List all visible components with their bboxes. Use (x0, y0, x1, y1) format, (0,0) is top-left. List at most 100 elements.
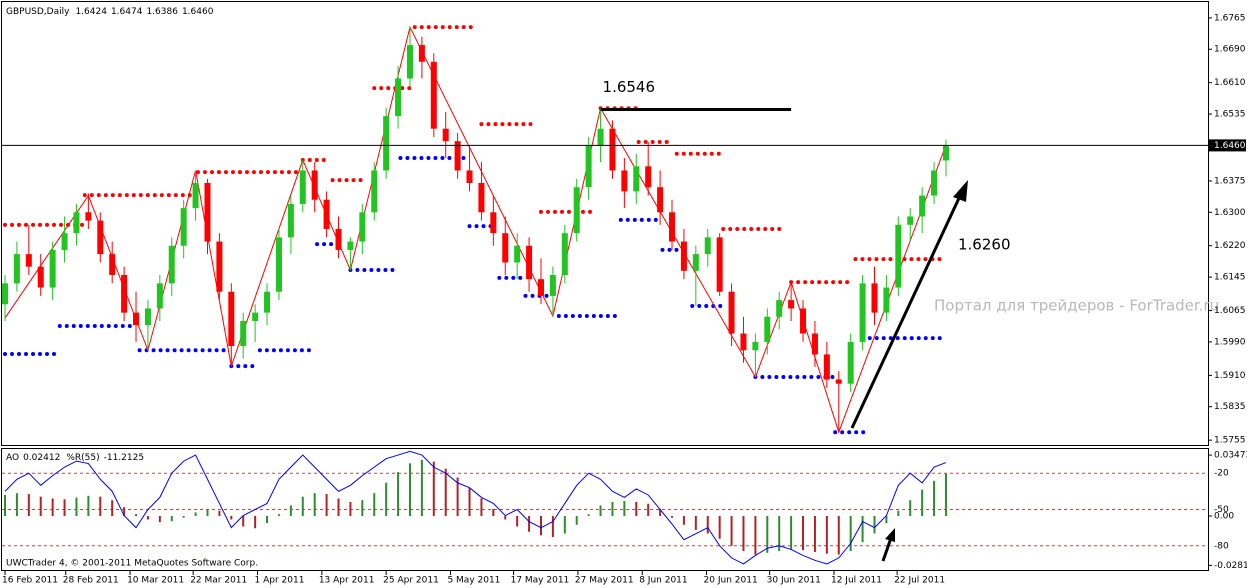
symbol: GBPUSD,Daily (6, 7, 70, 17)
candle-body (502, 233, 509, 263)
candle-body (323, 199, 330, 230)
watermark: Портал для трейдеров - ForTrader.ru (934, 297, 1219, 315)
candle-body (585, 145, 592, 188)
candle-body (597, 128, 604, 146)
x-tick-label: 10 Mar 2011 (127, 576, 184, 586)
arrow-head (885, 528, 895, 542)
level-label: 1.6546 (603, 78, 656, 96)
annotation: 1.6260 (958, 236, 1011, 254)
candle-body (633, 166, 640, 192)
candle-body (859, 283, 866, 342)
candle-body (133, 312, 140, 326)
candle-body (907, 216, 914, 225)
candle-body (61, 233, 68, 250)
candle-body (287, 203, 294, 238)
low: 1.6386 (146, 7, 178, 17)
candle-body (835, 379, 842, 384)
candle-body (680, 241, 687, 271)
y-tick-label: 1.6220 (1214, 241, 1246, 251)
y-tick-label: 1.6300 (1214, 208, 1246, 218)
y-tick-label: 1.5755 (1214, 436, 1246, 446)
candle-body (657, 187, 664, 213)
y-tick-label: 1.6765 (1214, 13, 1246, 23)
candle-body (359, 212, 366, 242)
candle-body (776, 300, 783, 317)
candle-body (883, 287, 890, 313)
header: GBPUSD,Daily 1.6424 1.6474 1.6386 1.6460 (6, 7, 214, 17)
candle-body (537, 279, 544, 296)
indicator-label: AO 0.02412 %R(55) -11.2125 (6, 453, 144, 463)
candle-body (228, 291, 235, 347)
candle-body (371, 170, 378, 213)
copyright: UWCTrader 4, © 2001-2011 MetaQuotes Soft… (6, 559, 258, 569)
candle-body (942, 145, 949, 161)
candle-body (347, 241, 354, 250)
candle-body (13, 254, 20, 284)
y-tick-label: 1.6690 (1214, 45, 1246, 55)
candle-body (740, 333, 747, 351)
zigzag (4, 25, 947, 434)
sub-window (2, 450, 1208, 565)
candle-body (144, 308, 151, 326)
y-tick-label: 1.6610 (1214, 78, 1246, 88)
y-tick-label: 1.6145 (1214, 273, 1246, 283)
candle-body (454, 141, 461, 171)
candle-body (514, 245, 521, 263)
x-tick-label: 13 Apr 2011 (319, 576, 375, 586)
candle-body (37, 266, 44, 288)
candle-body (168, 245, 175, 284)
candle-body (156, 283, 163, 309)
candle-body (931, 170, 938, 196)
candle-body (919, 195, 926, 217)
y-tick-label: -0.02817 (1214, 561, 1247, 571)
x-tick-label: 5 May 2011 (447, 576, 500, 586)
candle-body (764, 316, 771, 342)
y-tick-label: -80 (1214, 541, 1229, 551)
y-tick-label: 0.00 (1214, 511, 1234, 521)
candle-body (216, 241, 223, 292)
candle-body (895, 224, 902, 288)
candle-body (609, 128, 616, 171)
candle-body (25, 254, 32, 267)
candle-body (561, 233, 568, 276)
candle-body (180, 208, 187, 246)
y-tick-label: 1.5990 (1214, 337, 1246, 347)
candle-body (97, 220, 104, 255)
candle-body (645, 166, 652, 188)
candle-body (669, 212, 676, 242)
y-tick-label: 1.5835 (1214, 402, 1246, 412)
candle-body (823, 354, 830, 380)
wpr-last: -11.2125 (104, 453, 144, 463)
x-tick-label: 12 Jul 2011 (831, 576, 882, 586)
candle-body (204, 183, 211, 242)
candle-body (85, 212, 92, 221)
high: 1.6474 (111, 7, 143, 17)
candle-body (406, 45, 413, 79)
candle-body (264, 291, 271, 313)
candle-body (311, 170, 318, 200)
x-tick-label: 16 Feb 2011 (2, 576, 58, 586)
candle-body (811, 333, 818, 355)
candle-body (800, 308, 807, 334)
candle-body (716, 237, 723, 292)
candle-body (418, 45, 425, 62)
y-tick-label: -50 (1214, 505, 1229, 515)
candle-body (49, 249, 56, 288)
ao-last: 0.02412 (23, 453, 60, 463)
candle-body (728, 291, 735, 334)
candle-body (2, 283, 8, 305)
x-tick-label: 20 Jun 2011 (704, 576, 758, 586)
ao-name: AO (6, 453, 19, 463)
candle-body (252, 312, 259, 321)
y-tick-label: 1.6535 (1214, 110, 1246, 120)
y-tick-label: -20 (1214, 469, 1229, 479)
x-tick-label: 25 Apr 2011 (383, 576, 439, 586)
x-tick-label: 8 Jun 2011 (639, 576, 687, 586)
x-tick-label: 30 Jun 2011 (767, 576, 821, 586)
candle-body (490, 212, 497, 234)
y-tick-label: 1.6375 (1214, 176, 1246, 186)
candle-body (847, 341, 854, 384)
candle-body (383, 116, 390, 171)
